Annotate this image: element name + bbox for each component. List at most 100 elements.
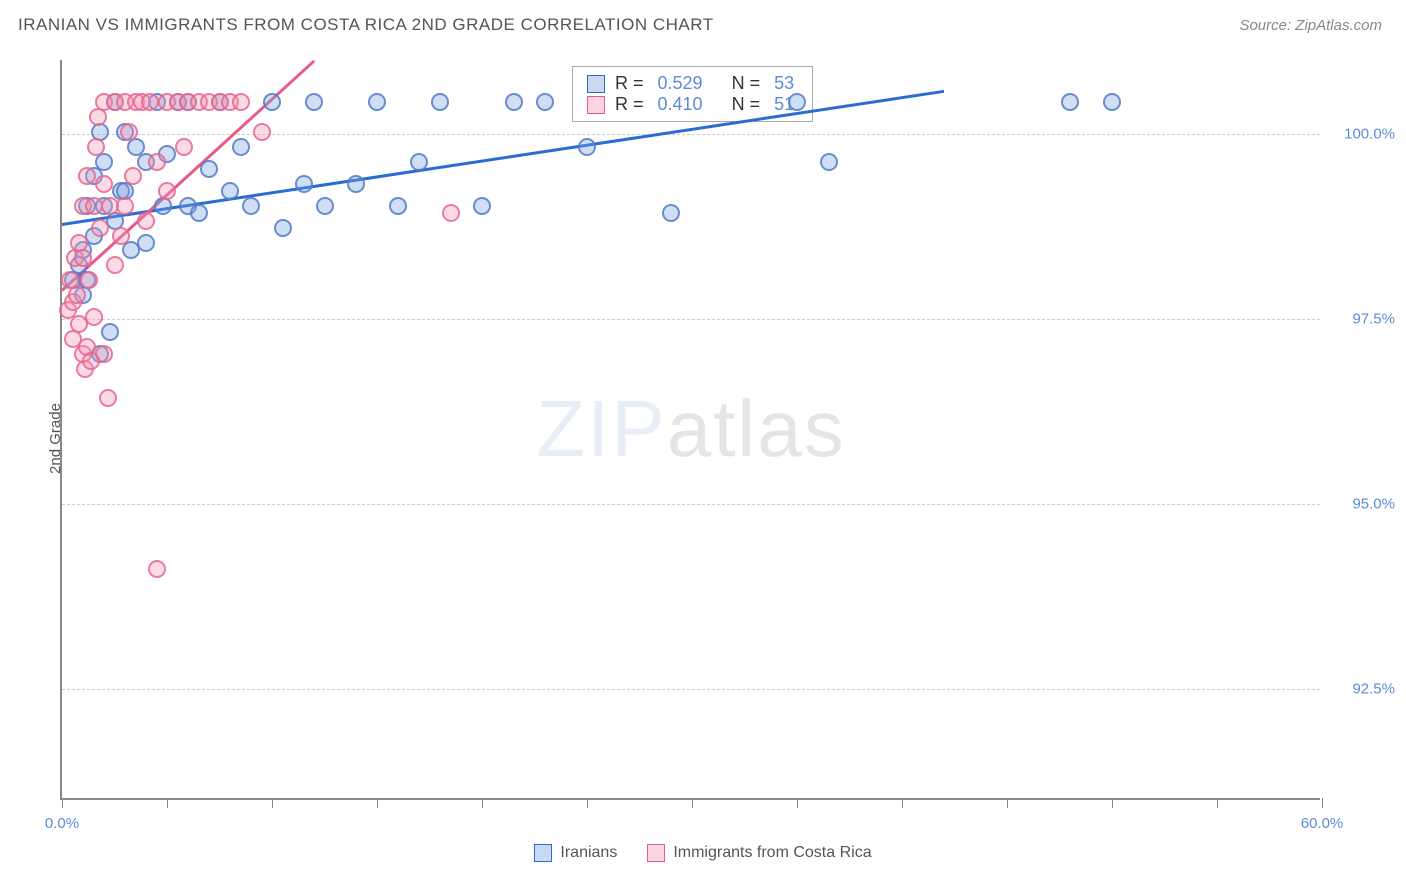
data-point	[137, 212, 155, 230]
data-point	[389, 197, 407, 215]
data-point	[148, 153, 166, 171]
x-tick	[272, 798, 273, 808]
data-point	[68, 286, 86, 304]
r-value-2: 0.410	[658, 94, 703, 115]
x-tick	[167, 798, 168, 808]
data-point	[200, 160, 218, 178]
data-point	[410, 153, 428, 171]
data-point	[190, 204, 208, 222]
swatch-blue-icon	[587, 75, 605, 93]
data-point	[95, 175, 113, 193]
x-tick	[797, 798, 798, 808]
gridline	[62, 134, 1320, 135]
data-point	[431, 93, 449, 111]
data-point	[101, 323, 119, 341]
data-point	[442, 204, 460, 222]
watermark-zip: ZIP	[536, 384, 666, 473]
swatch-pink-icon	[647, 844, 665, 862]
r-value-1: 0.529	[658, 73, 703, 94]
data-point	[221, 182, 239, 200]
x-tick	[377, 798, 378, 808]
data-point	[124, 167, 142, 185]
data-point	[536, 93, 554, 111]
x-tick	[1322, 798, 1323, 808]
x-tick	[1007, 798, 1008, 808]
scatter-plot-area: ZIPatlas R = 0.529 N = 53 R = 0.410 N = …	[60, 60, 1320, 800]
gridline	[62, 504, 1320, 505]
data-point	[112, 227, 130, 245]
data-point	[242, 197, 260, 215]
data-point	[74, 249, 92, 267]
stats-row-1: R = 0.529 N = 53	[587, 73, 798, 94]
data-point	[148, 560, 166, 578]
data-point	[305, 93, 323, 111]
x-tick	[1112, 798, 1113, 808]
n-label: N =	[732, 73, 761, 94]
watermark-atlas: atlas	[667, 384, 846, 473]
data-point	[788, 93, 806, 111]
data-point	[137, 234, 155, 252]
data-point	[505, 93, 523, 111]
n-value-1: 53	[774, 73, 794, 94]
data-point	[1061, 93, 1079, 111]
data-point	[80, 271, 98, 289]
data-point	[347, 175, 365, 193]
data-point	[274, 219, 292, 237]
data-point	[99, 389, 117, 407]
y-tick-label: 95.0%	[1330, 496, 1395, 513]
data-point	[158, 182, 176, 200]
data-point	[232, 93, 250, 111]
y-tick-label: 97.5%	[1330, 311, 1395, 328]
swatch-blue-icon	[534, 844, 552, 862]
data-point	[820, 153, 838, 171]
stats-row-2: R = 0.410 N = 51	[587, 94, 798, 115]
data-point	[141, 93, 159, 111]
x-tick-label: 0.0%	[45, 815, 79, 832]
legend: Iranians Immigrants from Costa Rica	[0, 844, 1406, 862]
data-point	[106, 256, 124, 274]
legend-item-costa-rica: Immigrants from Costa Rica	[647, 844, 871, 862]
data-point	[85, 308, 103, 326]
r-label: R =	[615, 73, 644, 94]
data-point	[473, 197, 491, 215]
data-point	[578, 138, 596, 156]
r-label: R =	[615, 94, 644, 115]
data-point	[95, 345, 113, 363]
x-tick	[692, 798, 693, 808]
x-tick	[62, 798, 63, 808]
x-tick	[1217, 798, 1218, 808]
data-point	[662, 204, 680, 222]
gridline	[62, 689, 1320, 690]
legend-label: Immigrants from Costa Rica	[673, 844, 871, 862]
data-point	[175, 138, 193, 156]
data-point	[91, 219, 109, 237]
data-point	[116, 197, 134, 215]
stats-box: R = 0.529 N = 53 R = 0.410 N = 51	[572, 66, 813, 122]
data-point	[263, 93, 281, 111]
swatch-pink-icon	[587, 96, 605, 114]
watermark: ZIPatlas	[536, 383, 845, 475]
x-tick	[587, 798, 588, 808]
x-tick	[482, 798, 483, 808]
y-tick-label: 92.5%	[1330, 681, 1395, 698]
gridline	[62, 319, 1320, 320]
data-point	[253, 123, 271, 141]
data-point	[1103, 93, 1121, 111]
data-point	[85, 197, 103, 215]
y-tick-label: 100.0%	[1330, 126, 1395, 143]
data-point	[120, 123, 138, 141]
data-point	[232, 138, 250, 156]
chart-title: IRANIAN VS IMMIGRANTS FROM COSTA RICA 2N…	[18, 15, 714, 35]
source-label: Source: ZipAtlas.com	[1239, 17, 1382, 34]
data-point	[316, 197, 334, 215]
header: IRANIAN VS IMMIGRANTS FROM COSTA RICA 2N…	[0, 0, 1406, 50]
legend-label: Iranians	[560, 844, 617, 862]
n-label: N =	[732, 94, 761, 115]
data-point	[295, 175, 313, 193]
data-point	[87, 138, 105, 156]
x-tick	[902, 798, 903, 808]
data-point	[368, 93, 386, 111]
x-tick-label: 60.0%	[1301, 815, 1344, 832]
legend-item-iranians: Iranians	[534, 844, 617, 862]
data-point	[78, 167, 96, 185]
